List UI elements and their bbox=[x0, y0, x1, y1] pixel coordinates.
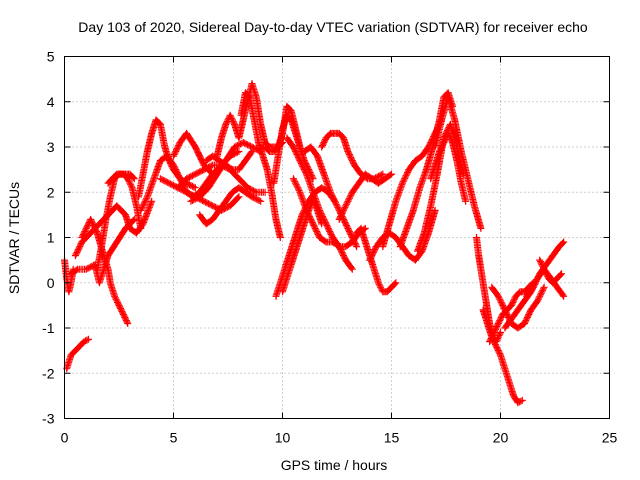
series-arc-35 bbox=[479, 306, 526, 407]
y-axis-label: SDTVAR / TECUs bbox=[6, 182, 22, 294]
y-tick-label: 1 bbox=[47, 230, 55, 246]
x-axis-label: GPS time / hours bbox=[281, 457, 388, 473]
axis-ticks bbox=[64, 56, 610, 419]
series-markers-arc-13 bbox=[187, 139, 265, 205]
series-markers-arc-35 bbox=[479, 306, 526, 407]
data-points bbox=[61, 80, 568, 407]
series-arc-19 bbox=[270, 111, 317, 187]
series-markers-arc-17 bbox=[237, 89, 284, 241]
series-markers-arc-07 bbox=[104, 170, 138, 187]
series-arc-07 bbox=[104, 170, 138, 187]
x-tick-label: 5 bbox=[170, 430, 178, 446]
x-tick-label: 25 bbox=[602, 430, 618, 446]
series-arc-37 bbox=[488, 283, 548, 332]
y-tick-label: 3 bbox=[47, 139, 55, 155]
series-markers-arc-19 bbox=[270, 111, 317, 187]
series-arc-17 bbox=[237, 89, 284, 241]
x-tick-label: 20 bbox=[493, 430, 509, 446]
y-tick-label: 2 bbox=[47, 184, 55, 200]
series-arc-02 bbox=[63, 335, 92, 373]
series-arc-23 bbox=[289, 175, 369, 251]
y-tick-label: -1 bbox=[42, 320, 55, 336]
y-tick-label: 0 bbox=[47, 275, 55, 291]
series-arc-32 bbox=[427, 129, 470, 205]
series-markers-arc-26 bbox=[335, 170, 395, 223]
series-arc-24 bbox=[300, 143, 361, 251]
series-markers-arc-02 bbox=[63, 335, 92, 373]
y-tick-label: -3 bbox=[42, 411, 55, 427]
series-arc-26 bbox=[335, 170, 395, 223]
series-markers-arc-23 bbox=[289, 175, 369, 251]
x-tick-label: 0 bbox=[61, 430, 69, 446]
x-tick-label: 15 bbox=[384, 430, 400, 446]
series-markers-arc-33 bbox=[431, 93, 485, 232]
grid-lines bbox=[64, 56, 610, 419]
series-arc-33 bbox=[431, 93, 485, 232]
chart-title: Day 103 of 2020, Sidereal Day-to-day VTE… bbox=[78, 19, 588, 35]
y-tick-label: 5 bbox=[47, 49, 55, 65]
y-tick-label: 4 bbox=[47, 94, 55, 110]
x-tick-labels: 0 5 10 15 20 25 bbox=[61, 430, 618, 446]
series-markers-arc-14 bbox=[196, 184, 265, 228]
y-tick-labels: -3 -2 -1 0 1 2 3 4 5 bbox=[42, 49, 55, 427]
series-markers-arc-32 bbox=[427, 129, 470, 205]
x-tick-label: 10 bbox=[275, 430, 291, 446]
series-arc-40 bbox=[536, 256, 565, 287]
series-arc-13 bbox=[187, 139, 265, 205]
series-markers-arc-24 bbox=[300, 143, 361, 251]
y-tick-label: -2 bbox=[42, 365, 55, 381]
series-markers-arc-37 bbox=[488, 283, 548, 332]
series-arc-14 bbox=[196, 184, 265, 228]
series-markers-arc-40 bbox=[536, 256, 565, 287]
